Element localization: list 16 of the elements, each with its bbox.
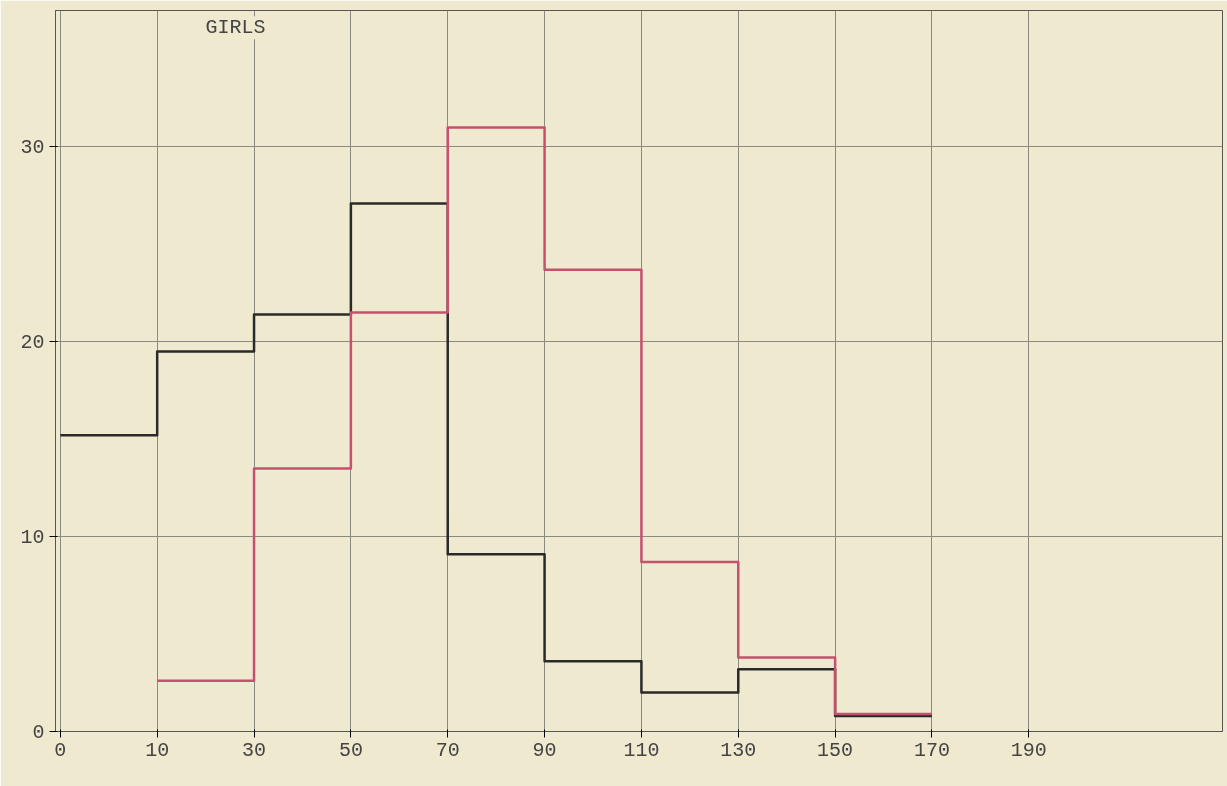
x-tick-label: 130 [720,738,757,762]
x-tick-label: 10 [145,738,170,762]
x-tick-label: 190 [1010,738,1047,762]
y-tick-label: 0 [32,721,45,744]
x-tick-label: 70 [435,738,460,762]
x-tick-label: 90 [532,738,557,762]
x-tick-label: 30 [242,738,267,762]
x-tick-label: 110 [623,738,660,762]
x-tick-label: 170 [913,738,950,762]
y-tick-label: 10 [20,526,45,550]
x-tick-label: 0 [54,738,67,762]
chart-title: GIRLS [205,16,266,40]
x-tick-label: 50 [338,738,363,762]
x-tick-label: 150 [817,738,854,762]
y-tick-label: 30 [20,136,45,160]
y-tick-label: 20 [20,331,45,355]
